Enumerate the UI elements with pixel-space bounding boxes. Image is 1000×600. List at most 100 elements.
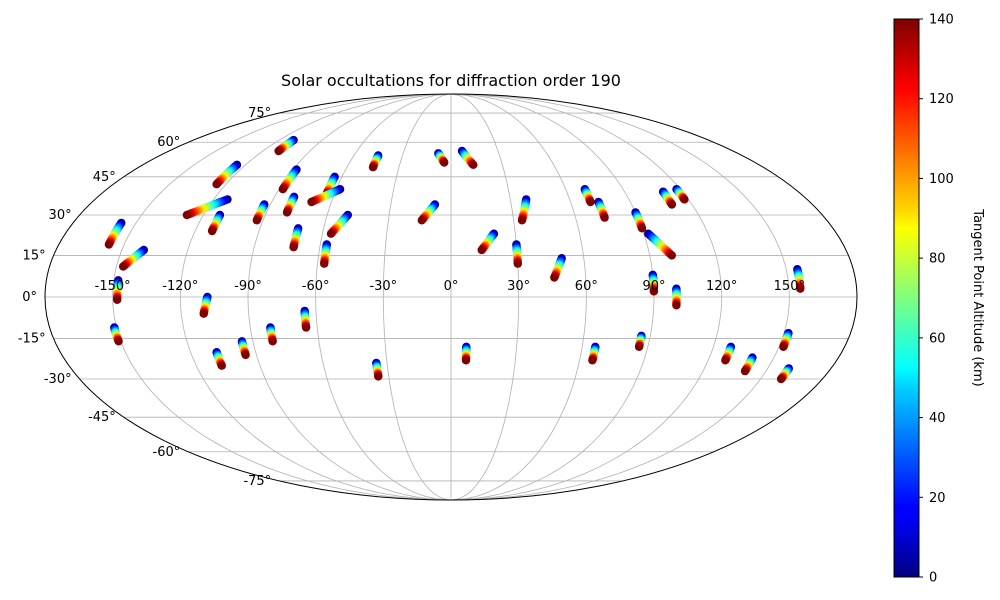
track-point <box>796 284 805 293</box>
track-point <box>776 374 786 384</box>
track-point <box>282 208 292 217</box>
track-point <box>114 337 123 346</box>
track-point <box>212 180 221 189</box>
track-point <box>252 216 261 225</box>
chart-title: Solar occultations for diffraction order… <box>281 71 621 90</box>
track-point <box>667 251 676 260</box>
occultation-track <box>594 197 609 222</box>
occultation-track <box>113 276 123 304</box>
occultation-track <box>648 270 659 296</box>
occultation-track <box>672 284 681 310</box>
occultation-track <box>278 165 301 194</box>
occultation-track <box>368 151 383 172</box>
occultation-track <box>740 353 757 376</box>
longitude-tick-label: -90° <box>234 279 262 294</box>
track-point <box>182 210 192 220</box>
track-point <box>649 287 659 296</box>
latitude-tick-label: 15° <box>23 248 46 263</box>
track-point <box>513 259 522 268</box>
track-point <box>721 356 730 365</box>
occultation-track <box>776 364 793 384</box>
longitude-tick-label: 90° <box>642 279 665 294</box>
latitude-tick-label: 30° <box>49 208 72 223</box>
occultation-track <box>372 358 383 381</box>
latitude-tick-label: 45° <box>93 170 116 185</box>
occultation-track <box>182 195 232 220</box>
occultation-track <box>104 218 126 249</box>
longitude-tick-label: 60° <box>575 279 598 294</box>
track-point <box>517 216 527 225</box>
occultation-track <box>721 342 736 365</box>
track-point <box>104 240 114 249</box>
colorbar-ticks: 0 20 40 60 80 100 120 140 <box>919 13 954 586</box>
occultation-track <box>793 265 805 293</box>
graticule <box>45 94 857 500</box>
track-point <box>326 229 336 238</box>
track-point <box>207 226 217 236</box>
colorbar-tick-label: 140 <box>929 13 954 28</box>
track-point <box>320 259 329 268</box>
track-point <box>637 224 647 233</box>
track-point <box>440 158 449 167</box>
longitude-tick-label: -150° <box>95 279 131 294</box>
occultation-track <box>252 200 269 225</box>
track-point <box>588 356 597 365</box>
latitude-tick-label: -45° <box>88 410 116 425</box>
longitude-tick-label: 120° <box>706 279 737 294</box>
latitude-tick-label: -15° <box>18 332 46 347</box>
track-point <box>278 185 287 194</box>
colorbar-tick-label: 100 <box>929 172 954 187</box>
occultation-track <box>588 342 600 365</box>
track-point <box>217 361 226 370</box>
occultation-track <box>207 210 225 236</box>
latitude-tick-label: -30° <box>44 372 72 387</box>
track-point <box>586 197 595 207</box>
occultation-track <box>212 348 226 370</box>
latitude-tick-labels: 75° 60° 45° 30° 15° 0° -15° -30° -45° -60° -75° <box>18 106 271 489</box>
colorbar-tick-label: 120 <box>929 92 954 107</box>
track-point <box>779 342 788 351</box>
longitude-tick-label: -120° <box>162 279 198 294</box>
occultation-track <box>477 229 499 255</box>
track-point <box>550 273 559 282</box>
occultation-track <box>300 306 311 332</box>
track-point <box>289 243 298 252</box>
occultation-track <box>326 210 352 238</box>
occultation-track <box>631 208 647 233</box>
occultation-track <box>274 135 298 156</box>
longitude-tick-labels: -150° -120° -90° -60° -30° 0° 30° 60° 90° 120° 150… <box>95 279 805 294</box>
colorbar-tick-label: 20 <box>929 491 946 506</box>
track-point <box>461 356 471 365</box>
track-point <box>241 350 250 360</box>
latitude-tick-label: 75° <box>248 106 271 121</box>
track-point <box>740 366 750 376</box>
occultation-track <box>307 185 345 207</box>
occultation-track <box>282 192 299 217</box>
track-point <box>368 163 378 172</box>
longitude-tick-label: 0° <box>444 279 459 294</box>
track-point <box>477 245 486 255</box>
occultation-track <box>199 292 212 318</box>
occultation-track <box>672 185 689 204</box>
occultation-track <box>461 342 471 365</box>
track-point <box>268 337 277 346</box>
occultation-track <box>779 328 793 351</box>
track-point <box>634 342 644 351</box>
occultation-track <box>119 245 148 271</box>
colorbar-tick-label: 60 <box>929 331 946 346</box>
track-point <box>307 197 316 207</box>
longitude-tick-label: 30° <box>507 279 530 294</box>
map-outline <box>44 93 858 501</box>
occultation-track <box>266 323 277 346</box>
occultation-track <box>110 323 123 346</box>
occultation-track <box>634 331 646 351</box>
track-point <box>469 160 478 169</box>
track-point <box>113 295 122 304</box>
longitude-tick-label: -30° <box>369 279 397 294</box>
latitude-tick-label: -75° <box>243 474 271 489</box>
colorbar-tick-label: 40 <box>929 411 946 426</box>
track-point <box>667 200 677 209</box>
track-point <box>417 216 426 225</box>
occultation-track <box>289 224 303 252</box>
